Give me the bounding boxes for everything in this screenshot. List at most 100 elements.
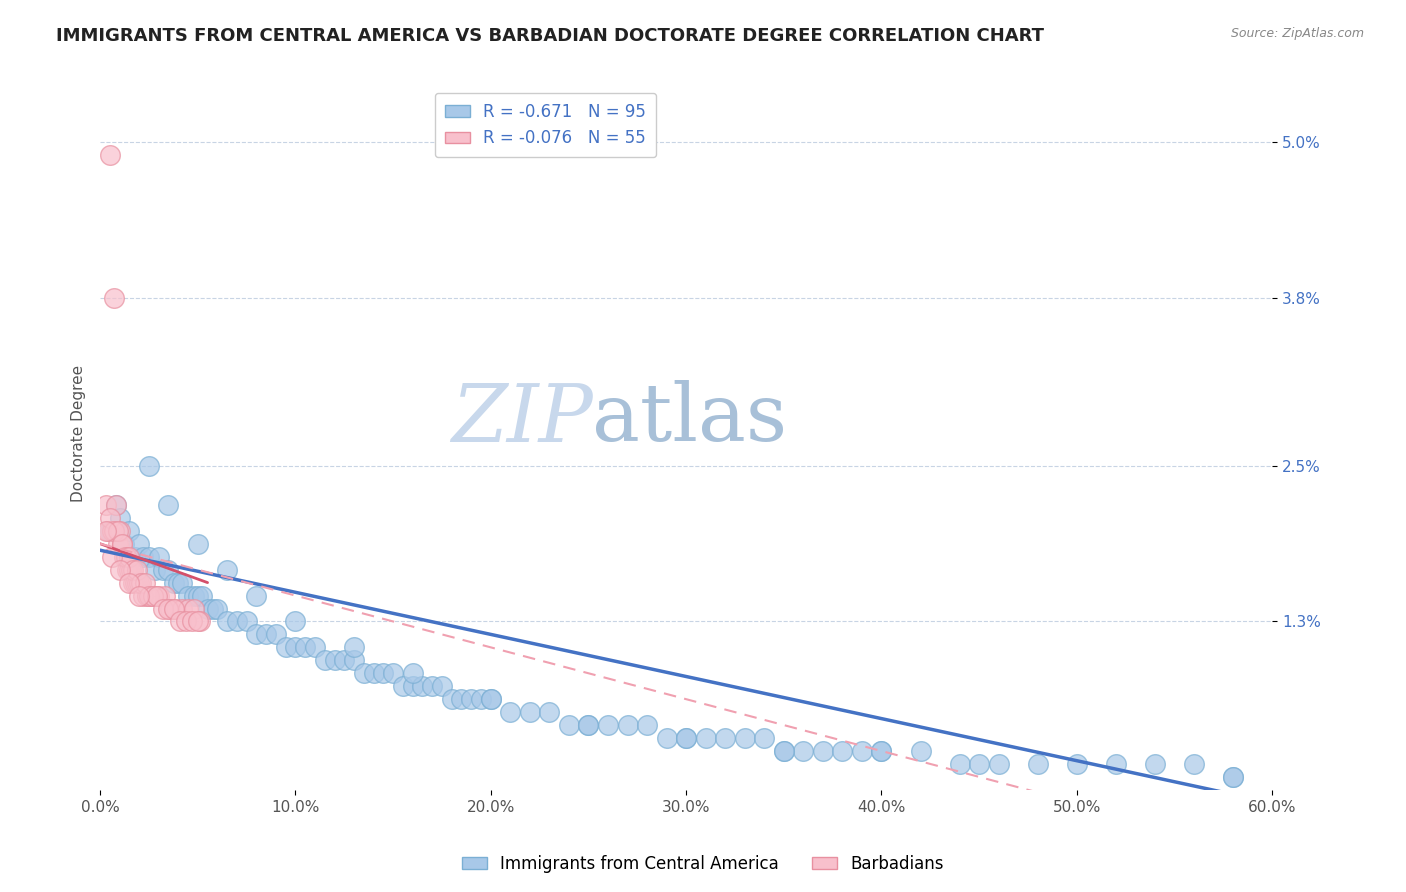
Point (128, 575, 150, 590)
Point (420, 679, 443, 693)
Point (294, 640, 316, 655)
Point (440, 692, 463, 706)
Point (714, 731, 737, 745)
Point (188, 615, 211, 629)
Point (101, 549, 124, 564)
Point (401, 679, 423, 693)
Point (128, 537, 150, 551)
Point (695, 731, 717, 745)
Point (558, 718, 581, 732)
Point (1066, 756, 1088, 771)
Point (392, 679, 415, 693)
Point (190, 589, 212, 603)
Point (183, 601, 205, 615)
Point (94, 524, 117, 538)
Legend: R = -0.671   N = 95, R = -0.076   N = 55: R = -0.671 N = 95, R = -0.076 N = 55 (434, 93, 657, 157)
Point (114, 549, 136, 564)
Point (430, 679, 453, 693)
Text: Source: ZipAtlas.com: Source: ZipAtlas.com (1230, 27, 1364, 40)
Point (792, 744, 814, 758)
Point (187, 537, 209, 551)
Point (675, 731, 697, 745)
Point (870, 744, 893, 758)
Point (94, 498, 117, 512)
Point (1026, 756, 1049, 771)
Point (110, 537, 132, 551)
Point (772, 744, 794, 758)
Text: IMMIGRANTS FROM CENTRAL AMERICA VS BARBADIAN DOCTORATE DEGREE CORRELATION CHART: IMMIGRANTS FROM CENTRAL AMERICA VS BARBA… (56, 27, 1045, 45)
Point (284, 615, 307, 629)
Point (163, 601, 186, 615)
Point (450, 692, 472, 706)
Point (264, 627, 287, 641)
Point (138, 549, 160, 564)
Point (122, 563, 145, 577)
Point (101, 524, 124, 538)
Point (353, 666, 375, 681)
Point (136, 589, 159, 603)
Point (146, 589, 169, 603)
Point (118, 575, 141, 590)
Point (460, 692, 482, 706)
Point (479, 692, 502, 706)
Point (128, 589, 150, 603)
Point (373, 666, 395, 681)
Point (118, 563, 141, 577)
Point (1143, 756, 1166, 771)
Point (831, 744, 853, 758)
Point (987, 756, 1010, 771)
Point (207, 601, 229, 615)
Text: ZIP: ZIP (450, 381, 592, 458)
Point (167, 575, 190, 590)
Point (948, 756, 970, 771)
Point (235, 615, 257, 629)
Point (143, 589, 166, 603)
Point (157, 601, 180, 615)
Point (177, 589, 200, 603)
Point (114, 549, 136, 564)
Point (1105, 756, 1128, 771)
Point (165, 601, 187, 615)
Point (519, 705, 541, 719)
Point (870, 744, 893, 758)
Point (132, 589, 155, 603)
Point (772, 744, 794, 758)
Point (578, 718, 600, 732)
Point (169, 615, 191, 629)
Point (411, 679, 433, 693)
Point (284, 640, 307, 655)
Point (910, 744, 932, 758)
Point (314, 653, 336, 667)
Point (363, 666, 385, 681)
Legend: Immigrants from Central America, Barbadians: Immigrants from Central America, Barbadi… (456, 848, 950, 880)
Point (217, 563, 239, 577)
Point (1222, 770, 1244, 784)
Point (103, 291, 125, 305)
Point (107, 524, 129, 538)
Point (274, 640, 297, 655)
Point (245, 589, 267, 603)
Point (616, 718, 638, 732)
Point (112, 537, 135, 551)
Point (333, 653, 356, 667)
Point (479, 692, 502, 706)
Point (401, 666, 423, 681)
Point (851, 744, 873, 758)
Point (117, 563, 139, 577)
Point (97, 524, 120, 538)
Point (132, 549, 155, 564)
Point (127, 563, 149, 577)
Point (163, 575, 186, 590)
Point (134, 575, 156, 590)
Point (382, 666, 405, 681)
Point (139, 589, 162, 603)
Point (675, 731, 697, 745)
Point (323, 653, 346, 667)
Point (304, 640, 326, 655)
Point (811, 744, 834, 758)
Point (152, 601, 174, 615)
Point (187, 589, 209, 603)
Point (181, 615, 204, 629)
Point (110, 537, 132, 551)
Point (129, 575, 152, 590)
